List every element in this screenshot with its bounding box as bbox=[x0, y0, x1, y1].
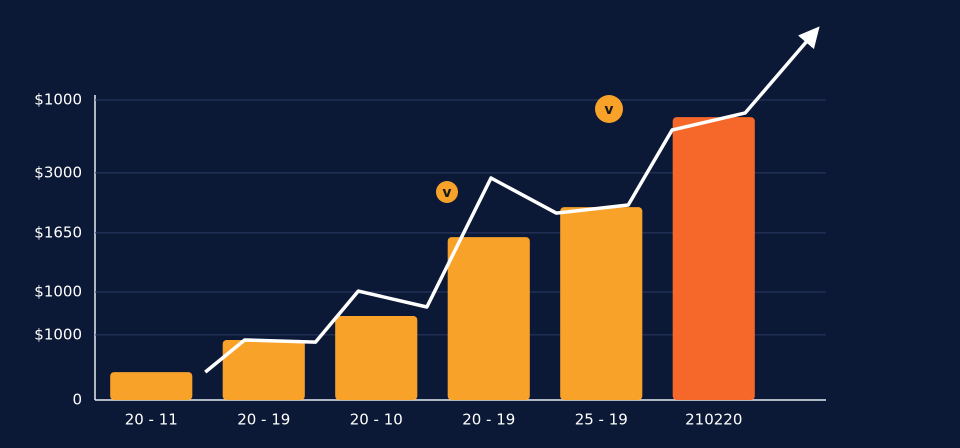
y-tick-label: $3000 bbox=[34, 163, 82, 181]
x-tick-label: 210220 bbox=[685, 411, 742, 429]
bar bbox=[672, 117, 755, 400]
badge-circle bbox=[436, 181, 458, 203]
x-tick-label: 20 - 11 bbox=[125, 411, 178, 429]
x-tick-label: 20 - 19 bbox=[462, 411, 515, 429]
bar bbox=[110, 372, 193, 400]
bar bbox=[560, 207, 643, 400]
x-tick-label: 25 - 19 bbox=[575, 411, 628, 429]
trend-line bbox=[204, 26, 820, 374]
y-tick-label: $1000 bbox=[34, 91, 82, 109]
y-tick-label: $1000 bbox=[34, 283, 82, 301]
bar bbox=[447, 237, 530, 400]
bar bbox=[335, 316, 418, 400]
badge-label: v bbox=[442, 185, 451, 201]
badge: v bbox=[595, 95, 623, 123]
badge-label: v bbox=[604, 102, 613, 118]
x-tick-label: 20 - 19 bbox=[237, 411, 290, 429]
bar bbox=[222, 340, 305, 400]
badge: v bbox=[436, 181, 458, 203]
y-tick-label: 0 bbox=[72, 391, 82, 409]
badge-circle bbox=[595, 95, 623, 123]
y-tick-label: $1000 bbox=[34, 325, 82, 343]
plot: 0 $1000 $1000 $1650 $3000 $1000 20 - 11 20 - 19… bbox=[34, 26, 826, 429]
x-tick-label: 20 - 10 bbox=[350, 411, 403, 429]
y-tick-label: $1650 bbox=[34, 223, 82, 241]
